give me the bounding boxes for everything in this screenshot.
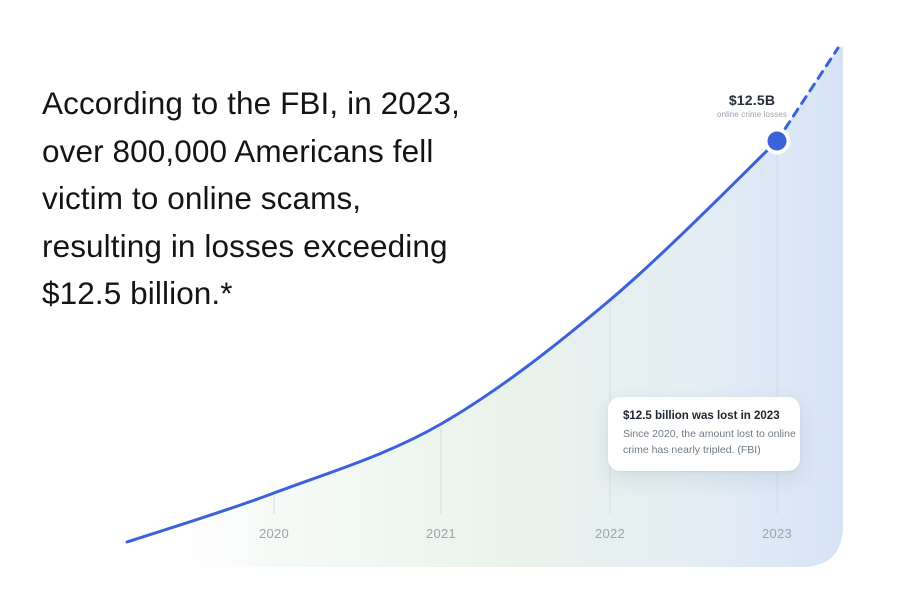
callout-card-body: Since 2020, the amount lost to online cr… (623, 427, 796, 459)
headline-line-2: over 800,000 Americans fell (42, 132, 434, 169)
headline-line-4: resulting in losses exceeding (42, 227, 448, 264)
x-axis-label-2021: 2021 (426, 526, 456, 541)
headline-line-5: $12.5 billion.* (42, 275, 233, 311)
headline: According to the FBI, in 2023, over 800,… (42, 80, 602, 318)
callout-body-line-2: crime has nearly tripled. (FBI) (623, 443, 761, 456)
callout-body-line-1: Since 2020, the amount lost to online (623, 428, 796, 440)
data-point-2023 (767, 131, 787, 151)
projection-dashed-line (775, 46, 840, 143)
x-axis-label-2022: 2022 (595, 526, 625, 541)
headline-line-1: According to the FBI, in 2023, (42, 85, 460, 121)
x-axis-label-2020: 2020 (259, 526, 289, 541)
peak-annotation: $12.5B online crime losses (688, 92, 816, 119)
headline-line-3: victim to online scams, (42, 180, 362, 216)
peak-value-label: $12.5B (728, 92, 776, 108)
trend-line (125, 139, 779, 544)
peak-caption-label: online crime losses (717, 110, 787, 119)
callout-card: $12.5 billion was lost in 2023 Since 202… (608, 397, 800, 471)
x-axis-label-2023: 2023 (762, 526, 792, 541)
callout-card-title: $12.5 billion was lost in 2023 (623, 410, 780, 422)
